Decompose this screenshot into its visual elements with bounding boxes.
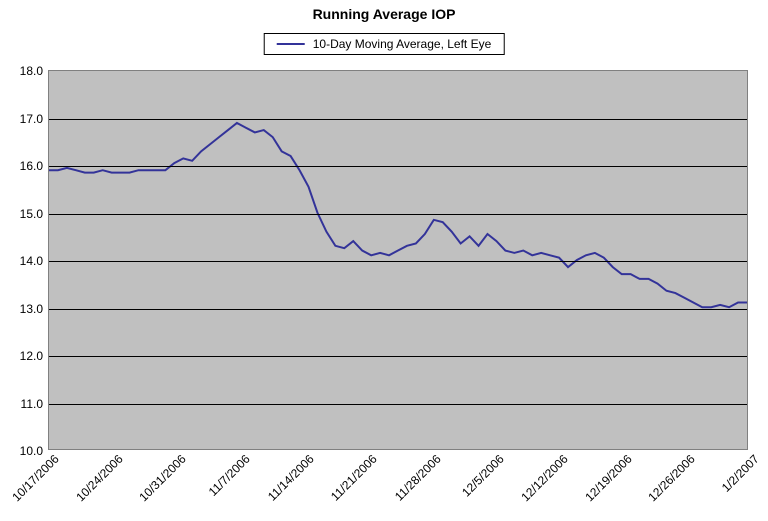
- xtick-label: 12/19/2006: [579, 449, 634, 504]
- xtick-label: 12/26/2006: [643, 449, 698, 504]
- xtick-label: 12/12/2006: [516, 449, 571, 504]
- ytick-label: 18.0: [20, 64, 49, 78]
- xtick-label: 10/24/2006: [70, 449, 125, 504]
- gridline: [49, 166, 747, 167]
- ytick-label: 12.0: [20, 349, 49, 363]
- ytick-label: 17.0: [20, 112, 49, 126]
- ytick-label: 14.0: [20, 254, 49, 268]
- gridline: [49, 261, 747, 262]
- xtick-label: 11/7/2006: [203, 449, 253, 499]
- line-series: [49, 71, 747, 449]
- gridline: [49, 309, 747, 310]
- xtick-label: 10/31/2006: [134, 449, 189, 504]
- gridline: [49, 214, 747, 215]
- ytick-label: 13.0: [20, 302, 49, 316]
- xtick-label: 11/14/2006: [262, 449, 317, 504]
- gridline: [49, 119, 747, 120]
- plot-area: 10.011.012.013.014.015.016.017.018.010/1…: [48, 70, 748, 450]
- xtick-label: 11/28/2006: [389, 449, 444, 504]
- series-line: [49, 123, 747, 307]
- gridline: [49, 404, 747, 405]
- chart-title: Running Average IOP: [0, 6, 768, 22]
- iop-chart: Running Average IOP 10-Day Moving Averag…: [0, 0, 768, 521]
- xtick-label: 12/5/2006: [457, 449, 507, 499]
- xtick-label: 1/2/2007: [716, 449, 762, 495]
- ytick-label: 15.0: [20, 207, 49, 221]
- gridline: [49, 356, 747, 357]
- legend-label: 10-Day Moving Average, Left Eye: [313, 37, 492, 51]
- legend: 10-Day Moving Average, Left Eye: [264, 33, 505, 55]
- legend-swatch: [277, 43, 305, 45]
- xtick-label: 11/21/2006: [325, 449, 380, 504]
- ytick-label: 16.0: [20, 159, 49, 173]
- ytick-label: 11.0: [21, 397, 49, 411]
